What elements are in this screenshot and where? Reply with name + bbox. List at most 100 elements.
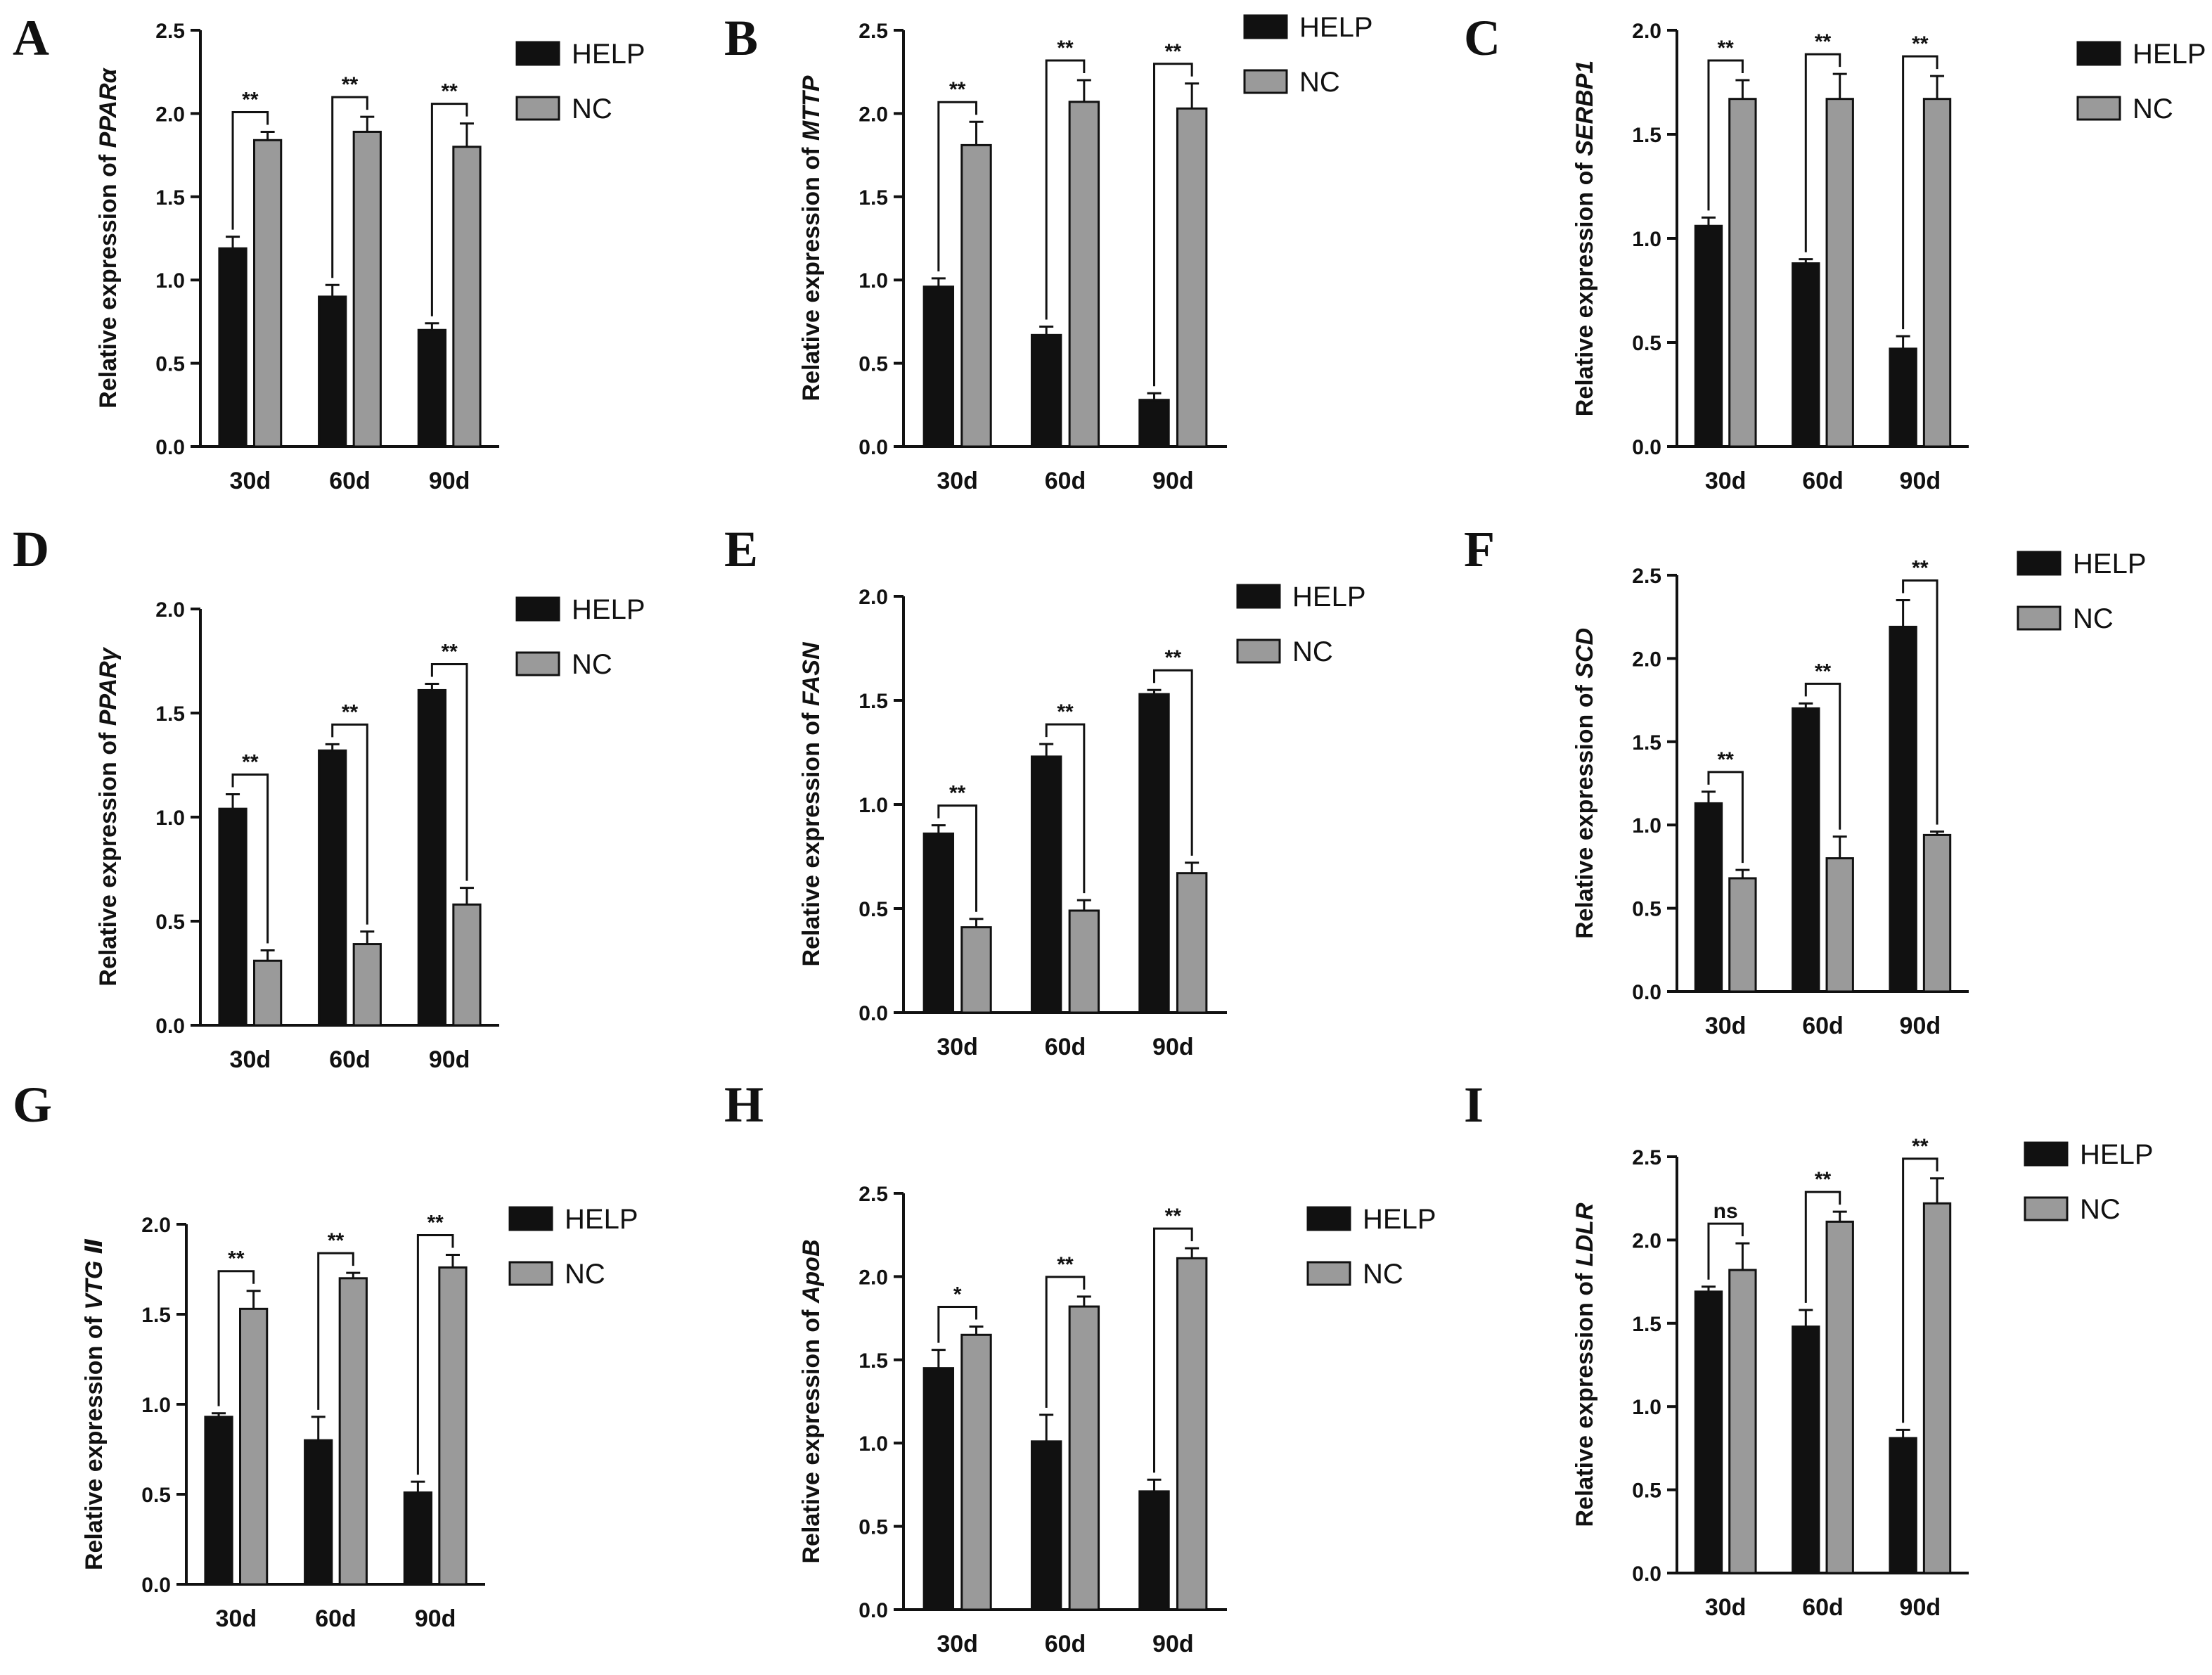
bar-nc-30d (1728, 1269, 1757, 1574)
bar-nc-90d (1922, 833, 1952, 993)
panel-c: C 0.0 0.5 1.0 1.5 2.0 Relative expression of S… (1464, 10, 2206, 494)
y-axis-label: Relative expression of PPARγ (95, 646, 122, 986)
bar-help-30d (218, 807, 247, 1027)
significance-label: * (953, 1283, 962, 1306)
significance-bracket (1045, 59, 1086, 320)
legend-swatch-help (1236, 584, 1281, 609)
y-tick-label: 1.5 (859, 1349, 888, 1373)
legend-label-nc: NC (2133, 94, 2173, 124)
significance-label: ** (441, 641, 458, 664)
y-tick-label: 0.5 (1632, 1480, 1661, 1503)
bar-help-90d (1889, 1437, 1917, 1574)
significance-bracket (937, 101, 977, 271)
y-axis-label: Relative expression of LDLR (1571, 1202, 1598, 1527)
significance-bracket (937, 804, 977, 912)
bar-nc-60d (1825, 857, 1854, 993)
x-tick-label: 90d (1900, 468, 1941, 494)
significance-label: ** (1912, 1135, 1929, 1158)
legend-swatch-nc (2024, 1196, 2069, 1221)
significance-label: ** (1717, 37, 1734, 60)
y-tick-label: 1.5 (1632, 124, 1661, 147)
y-tick-label: 2.0 (155, 598, 185, 622)
y-axis-label: Relative expression of SCD (1571, 628, 1598, 939)
legend-swatch-help (515, 596, 560, 622)
x-tick-label: 30d (230, 468, 271, 494)
x-tick-label: 90d (1152, 1034, 1194, 1060)
legend-label-nc: NC (2080, 1194, 2121, 1225)
legend-label-nc: NC (1363, 1259, 1403, 1290)
y-tick-label: 1.0 (141, 1394, 171, 1417)
significance-bracket (430, 663, 468, 881)
bar-help-30d (922, 1367, 955, 1611)
y-axis-label: Relative expression of ApoB (798, 1239, 825, 1563)
bar-help-60d (1030, 333, 1062, 448)
panel-letter: H (724, 1077, 764, 1133)
bar-help-60d (1030, 1440, 1062, 1611)
panel-b: B 0.0 0.5 1.0 1.5 2.0 2.5 Relative expression o… (724, 10, 1373, 494)
y-tick-label: 2.0 (141, 1214, 171, 1237)
bar-help-90d (1889, 347, 1917, 448)
bar-help-60d (1792, 262, 1820, 448)
x-tick-label: 90d (1152, 468, 1194, 494)
legend-label-help: HELP (572, 594, 645, 625)
bar-nc-30d (960, 143, 992, 448)
y-tick-label: 2.0 (1632, 648, 1661, 671)
legend-label-nc: NC (572, 94, 612, 124)
significance-bracket (331, 723, 368, 925)
panel-letter: G (13, 1077, 52, 1133)
legend-label-nc: NC (1299, 67, 1340, 98)
y-tick-label: 1.0 (155, 269, 185, 293)
y-axis-label: Relative expression of PPARα (95, 67, 122, 408)
legend-swatch-nc (2017, 605, 2062, 631)
significance-bracket (1804, 682, 1841, 830)
x-tick-label: 30d (1705, 1013, 1747, 1039)
legend-swatch-nc (2076, 96, 2121, 121)
y-tick-label: 2.0 (859, 586, 888, 609)
bar-nc-60d (352, 130, 382, 448)
legend-swatch-nc (515, 96, 560, 121)
y-tick-label: 1.0 (859, 794, 888, 817)
bar-help-60d (1792, 707, 1820, 993)
legend-swatch-help (1306, 1206, 1351, 1231)
y-tick-label: 2.0 (859, 1266, 888, 1289)
significance-bracket (1153, 63, 1193, 387)
significance-label: ** (1815, 30, 1832, 53)
legend-label-help: HELP (1299, 12, 1373, 43)
legend-swatch-help (2017, 551, 2062, 576)
bar-nc-30d (1728, 98, 1757, 448)
y-tick-label: 1.0 (859, 1432, 888, 1456)
legend-label-help: HELP (2080, 1139, 2154, 1170)
bar-help-90d (1138, 399, 1170, 448)
panel-letter: B (724, 10, 758, 66)
panel-letter: A (13, 10, 49, 66)
panel-i: I 0.0 0.5 1.0 1.5 2.0 2.5 Relative expression o… (1464, 1077, 2154, 1621)
bar-help-90d (417, 328, 446, 448)
y-tick-label: 1.0 (1632, 814, 1661, 838)
y-tick-label: 0.5 (141, 1484, 171, 1507)
y-tick-label: 2.5 (859, 20, 888, 43)
legend-swatch-nc (508, 1261, 553, 1286)
x-tick-label: 30d (216, 1605, 257, 1632)
legend-swatch-help (1243, 14, 1288, 39)
bar-nc-60d (1825, 1220, 1854, 1574)
significance-label: ** (1057, 700, 1074, 724)
x-tick-label: 30d (937, 468, 978, 494)
x-tick-label: 30d (1705, 1594, 1747, 1621)
legend-swatch-nc (1236, 638, 1281, 664)
x-tick-label: 60d (329, 1046, 371, 1073)
legend-swatch-nc (515, 651, 560, 676)
legend-label-help: HELP (1363, 1204, 1436, 1235)
y-tick-label: 0.5 (155, 911, 185, 934)
bar-nc-90d (438, 1266, 468, 1586)
bar-nc-90d (1922, 1202, 1952, 1574)
significance-label: ** (242, 750, 259, 774)
y-tick-label: 0.5 (155, 353, 185, 376)
y-tick-label: 0.5 (1632, 332, 1661, 355)
legend-label-help: HELP (2073, 548, 2147, 579)
bar-nc-30d (253, 959, 283, 1027)
bar-help-90d (1889, 625, 1917, 993)
panel-a: A 0.0 0.5 1.0 1.5 2.0 2.5 Relative expression o… (13, 10, 645, 494)
legend-label-nc: NC (2073, 603, 2114, 634)
significance-bracket (1902, 1157, 1938, 1423)
panel-letter: I (1464, 1077, 1484, 1133)
